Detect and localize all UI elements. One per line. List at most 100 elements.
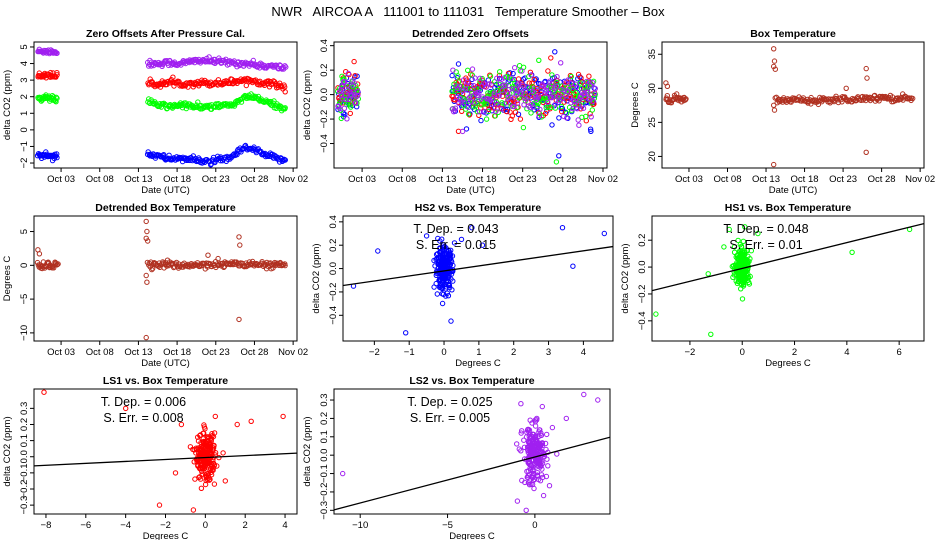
x-tick-label: −1 [404,347,415,358]
data-point [212,413,219,420]
data-point [451,240,458,246]
data-point [518,401,524,407]
data-point [466,112,473,118]
data-point [498,76,505,82]
data-point [283,64,289,70]
chart-title: Detrended Box Temperature [95,202,236,214]
plot-frame [333,388,611,515]
data-point [503,100,510,106]
data-point [683,96,689,102]
data-point [521,437,527,443]
y-tick-label: 3 [19,77,30,82]
ls1-vs-box-panel: LS1 vs. Box Temperature−8 −6 −4 −2 0 2 4−0.3−0… [2,375,298,540]
data-point [54,151,60,157]
x-axis-label: Degrees C [449,531,495,540]
data-point [341,79,348,85]
data-point [443,271,449,278]
y-tick-label: 5 [19,44,30,49]
data-point [178,155,185,162]
x-tick-label: Oct 13 [124,347,152,358]
data-point [150,265,156,272]
data-point [771,46,777,52]
y-tick-label: 0 [19,263,30,268]
data-point [479,75,485,82]
data-point [208,436,215,443]
data-points [663,46,916,168]
x-tick-label: Oct 28 [868,174,896,185]
x-tick-label: 2 [243,520,248,531]
data-point [549,80,555,87]
data-point [351,58,357,65]
data-point [456,83,463,89]
data-point [508,116,514,123]
data-point [506,86,512,93]
data-point [448,318,454,324]
y-tick-label: 25 [647,117,658,128]
data-point [514,441,520,447]
data-point [455,73,461,79]
data-point [256,61,262,68]
data-point [197,466,204,472]
data-point [431,284,437,290]
data-point [544,83,550,89]
data-point [439,277,446,284]
data-point [351,80,357,86]
data-point [544,431,550,438]
data-point [477,75,483,82]
data-point [771,63,777,70]
data-point [521,102,527,108]
data-point [508,75,514,81]
y-tick-label: −0.3 [19,496,30,515]
data-point [864,75,870,81]
data-point [459,128,466,135]
data-point [563,415,569,422]
data-point [771,58,778,64]
data-point [463,82,470,88]
data-point [863,65,869,72]
data-point [589,107,595,113]
data-point [731,244,738,250]
data-point [509,86,515,92]
x-tick-label: 3 [546,347,551,358]
ls2-vs-box-panel: LS2 vs. Box Temperature −10 −5 0 −0.3−0.2−0.… [302,375,611,540]
data-point [481,108,488,115]
y-tick-label: 35 [647,49,658,60]
data-point [526,472,533,478]
data-point [496,93,502,99]
data-point [576,122,582,128]
data-point [771,102,777,109]
data-point [143,334,149,341]
x-tick-label: 0 [532,520,537,531]
data-points [340,391,601,513]
data-point [573,90,579,96]
data-point [458,99,464,105]
data-point [549,122,555,128]
x-tick-label: Oct 18 [791,174,819,185]
data-point [187,157,193,164]
data-point [488,82,494,88]
data-point [472,103,479,109]
y-tick-label: 0 [19,127,30,132]
x-tick-label: Nov 02 [588,174,618,185]
y-tick-label: 0.1 [319,430,330,443]
data-point [530,104,536,110]
y-tick-label: 1 [19,111,30,116]
data-point [215,255,221,262]
data-point [546,91,552,97]
data-point [455,61,462,67]
data-point [738,286,744,292]
chart-title: Detrended Zero Offsets [412,28,529,40]
data-points [41,389,286,513]
plot-frame [342,215,614,342]
data-point [539,403,545,410]
data-point [207,465,214,472]
data-point [207,444,214,451]
data-point [432,263,438,269]
data-point [653,311,659,317]
data-point [234,421,240,428]
data-point [221,264,227,270]
data-point [497,69,503,75]
data-point [772,66,778,72]
x-tick-label: Oct 08 [86,347,114,358]
plot-frame [33,215,298,342]
